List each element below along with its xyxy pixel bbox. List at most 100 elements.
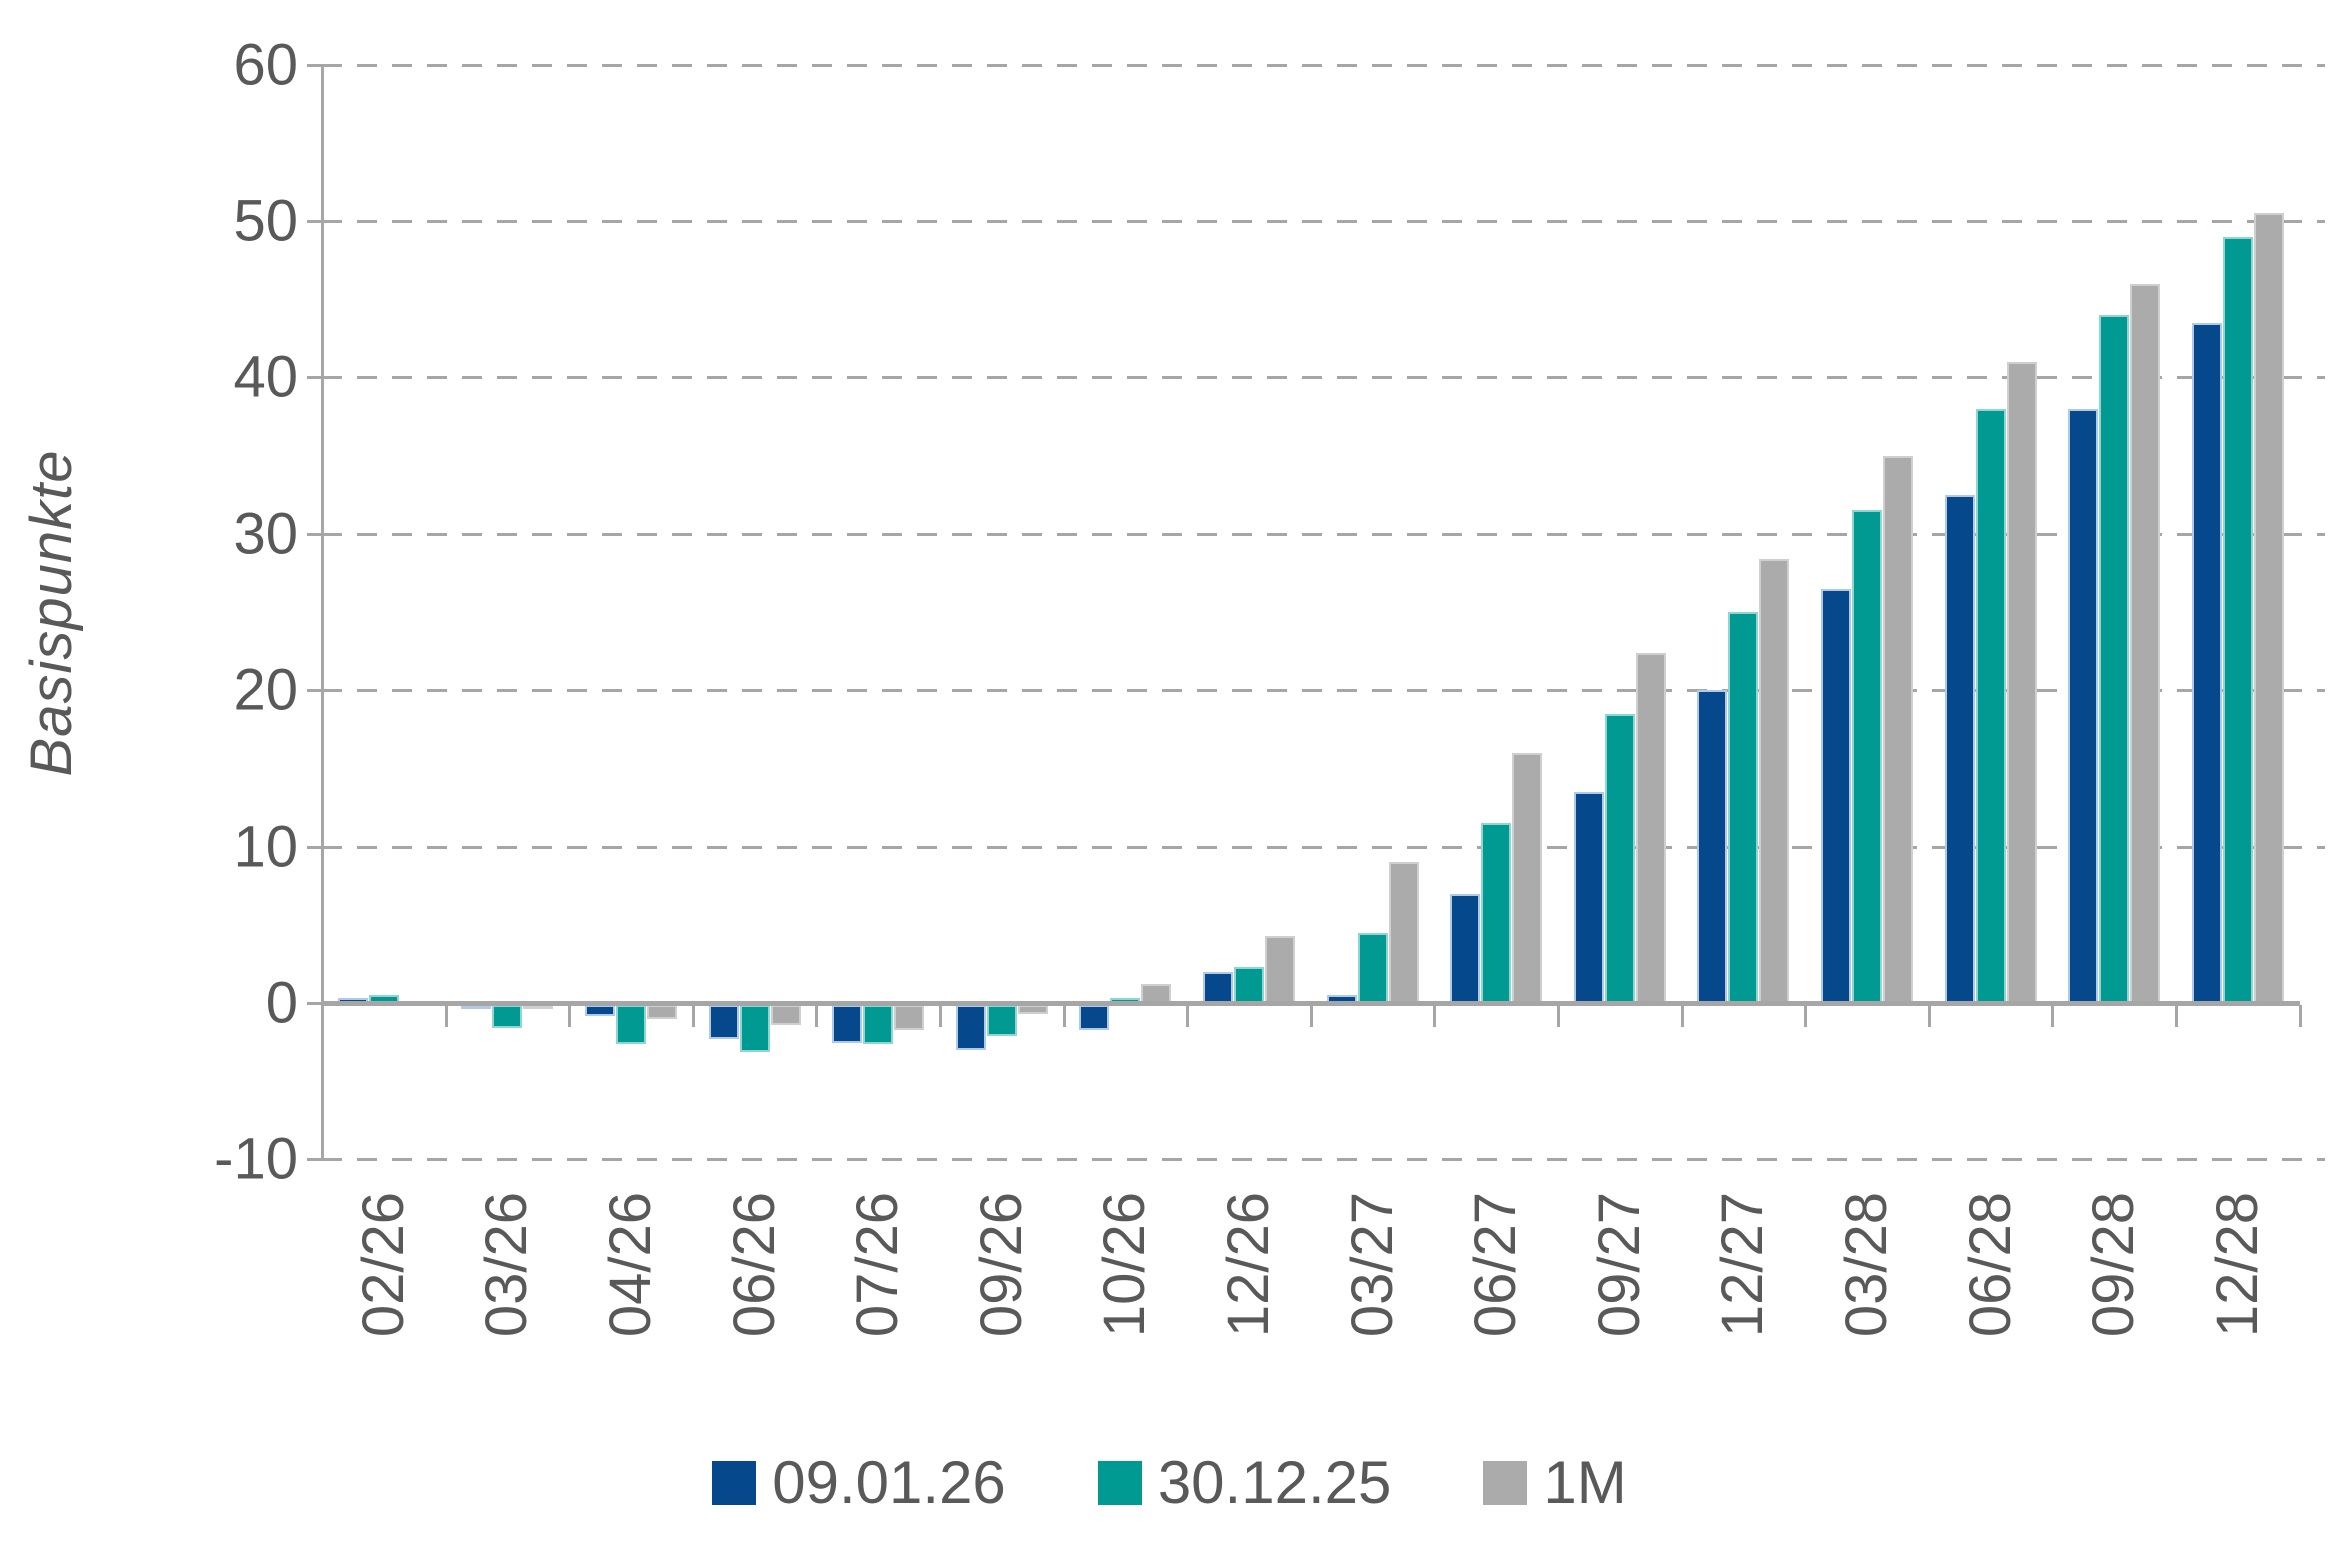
x-tick-label: 03/27 — [1339, 1192, 1405, 1338]
bar-09.01.26-04/26 — [585, 1005, 615, 1016]
bar-09.01.26-07/26 — [832, 1005, 862, 1043]
bar-09.01.26-06/26 — [709, 1005, 739, 1039]
x-tick-mark — [2298, 1005, 2302, 1027]
x-tick-mark — [1680, 1005, 1684, 1027]
x-tick-label: 06/27 — [1463, 1192, 1529, 1338]
x-tick-mark — [691, 1005, 695, 1027]
legend-item-09.01.26: 09.01.26 — [712, 1448, 1006, 1517]
x-tick-mark — [1557, 1005, 1560, 1027]
bar-1M-03/27 — [1389, 862, 1419, 1003]
x-tick-label: 09/28 — [2081, 1192, 2147, 1338]
gridline-20 — [322, 689, 2325, 693]
bar-30.12.25-04/26 — [616, 1005, 646, 1044]
bar-30.12.25-09/26 — [987, 1005, 1017, 1036]
bar-09.01.26-03/26 — [461, 1005, 491, 1009]
bar-09.01.26-09/26 — [956, 1005, 986, 1050]
bar-1M-06/26 — [771, 1005, 801, 1025]
gridline-10 — [322, 845, 2325, 849]
bar-09.01.26-03/28 — [1821, 589, 1851, 1003]
y-tick-mark — [307, 845, 322, 849]
x-tick-mark — [815, 1005, 819, 1027]
y-tick-mark — [307, 532, 322, 536]
bar-30.12.25-07/26 — [863, 1005, 893, 1044]
bar-1M-06/27 — [1512, 753, 1542, 1003]
y-tick-mark — [307, 220, 322, 223]
legend: 09.01.26 30.12.25 1M — [0, 1448, 2339, 1517]
bar-1M-12/28 — [2254, 213, 2284, 1003]
x-tick-mark — [444, 1005, 448, 1027]
bar-1M-09/27 — [1636, 653, 1666, 1003]
gridline--10 — [322, 1158, 2325, 1162]
bar-30.12.25-09/27 — [1605, 714, 1635, 1003]
bar-30.12.25-12/26 — [1234, 967, 1264, 1003]
bar-09.01.26-06/28 — [1945, 495, 1975, 1003]
y-tick-label: 40 — [233, 344, 298, 410]
bar-09.01.26-12/26 — [1203, 972, 1233, 1003]
y-tick-label: 50 — [233, 188, 298, 254]
legend-item-30.12.25: 30.12.25 — [1097, 1448, 1392, 1517]
legend-swatch-1M — [1483, 1460, 1528, 1505]
x-tick-label: 04/26 — [598, 1192, 663, 1338]
y-tick-label: 10 — [233, 814, 298, 880]
bar-09.01.26-09/28 — [2068, 409, 2098, 1003]
gridline-60 — [322, 63, 2325, 67]
legend-swatch-09.01.26 — [712, 1460, 757, 1505]
x-tick-label: 12/27 — [1710, 1192, 1776, 1338]
x-tick-mark — [939, 1005, 942, 1027]
legend-swatch-30.12.25 — [1097, 1460, 1142, 1505]
x-tick-mark — [2051, 1005, 2055, 1027]
legend-label: 09.01.26 — [772, 1449, 1006, 1516]
x-tick-mark — [2175, 1005, 2178, 1027]
x-tick-mark — [568, 1005, 572, 1027]
y-tick-label: 60 — [233, 32, 298, 98]
legend-label: 1M — [1543, 1449, 1627, 1516]
x-tick-label: 03/28 — [1834, 1192, 1899, 1338]
y-tick-label: -10 — [214, 1126, 298, 1192]
bar-30.12.25-06/28 — [1976, 409, 2006, 1003]
x-tick-label: 07/26 — [845, 1192, 911, 1338]
x-tick-mark — [1433, 1005, 1437, 1027]
x-tick-label: 09/26 — [968, 1192, 1034, 1338]
bar-1M-12/26 — [1265, 936, 1295, 1003]
x-tick-mark — [1186, 1005, 1190, 1027]
x-tick-mark — [1309, 1005, 1313, 1027]
bar-30.12.25-03/28 — [1852, 510, 1882, 1003]
bar-09.01.26-06/27 — [1450, 894, 1480, 1003]
bar-30.12.25-12/27 — [1728, 612, 1758, 1003]
bar-1M-07/26 — [894, 1005, 924, 1030]
gridline-40 — [322, 376, 2325, 380]
x-tick-label: 06/28 — [1957, 1192, 2023, 1338]
bar-09.01.26-12/28 — [2192, 323, 2222, 1003]
x-tick-label: 12/28 — [2204, 1192, 2270, 1338]
y-axis-title: Basispunkte — [19, 449, 84, 777]
bar-1M-06/28 — [2007, 362, 2037, 1003]
bar-30.12.25-09/28 — [2099, 315, 2129, 1003]
y-tick-mark — [307, 1158, 322, 1162]
x-tick-mark — [1062, 1005, 1066, 1027]
bar-30.12.25-06/27 — [1481, 823, 1511, 1003]
legend-item-1M: 1M — [1483, 1448, 1627, 1517]
bar-09.01.26-10/26 — [1079, 1005, 1109, 1030]
bar-1M-03/26 — [523, 1005, 553, 1009]
bar-1M-09/28 — [2130, 284, 2160, 1003]
y-tick-mark — [307, 689, 322, 693]
x-tick-mark — [321, 1005, 324, 1027]
x-tick-mark — [1927, 1005, 1931, 1027]
x-tick-label: 12/26 — [1216, 1192, 1281, 1338]
bar-1M-09/26 — [1018, 1005, 1048, 1014]
x-tick-label: 09/27 — [1586, 1192, 1652, 1338]
legend-label: 30.12.25 — [1157, 1449, 1392, 1516]
gridline-50 — [322, 220, 2325, 223]
x-tick-label: 02/26 — [350, 1192, 416, 1338]
y-tick-mark — [307, 1002, 322, 1005]
x-axis-zero-line — [322, 1001, 2300, 1006]
bar-1M-03/28 — [1883, 456, 1913, 1003]
bar-30.12.25-03/26 — [492, 1005, 522, 1028]
y-tick-label: 30 — [233, 501, 298, 567]
y-tick-mark — [307, 376, 322, 380]
x-tick-label: 10/26 — [1092, 1192, 1158, 1338]
y-tick-mark — [307, 63, 322, 67]
y-axis-line — [321, 64, 324, 1160]
x-tick-mark — [1804, 1005, 1808, 1027]
